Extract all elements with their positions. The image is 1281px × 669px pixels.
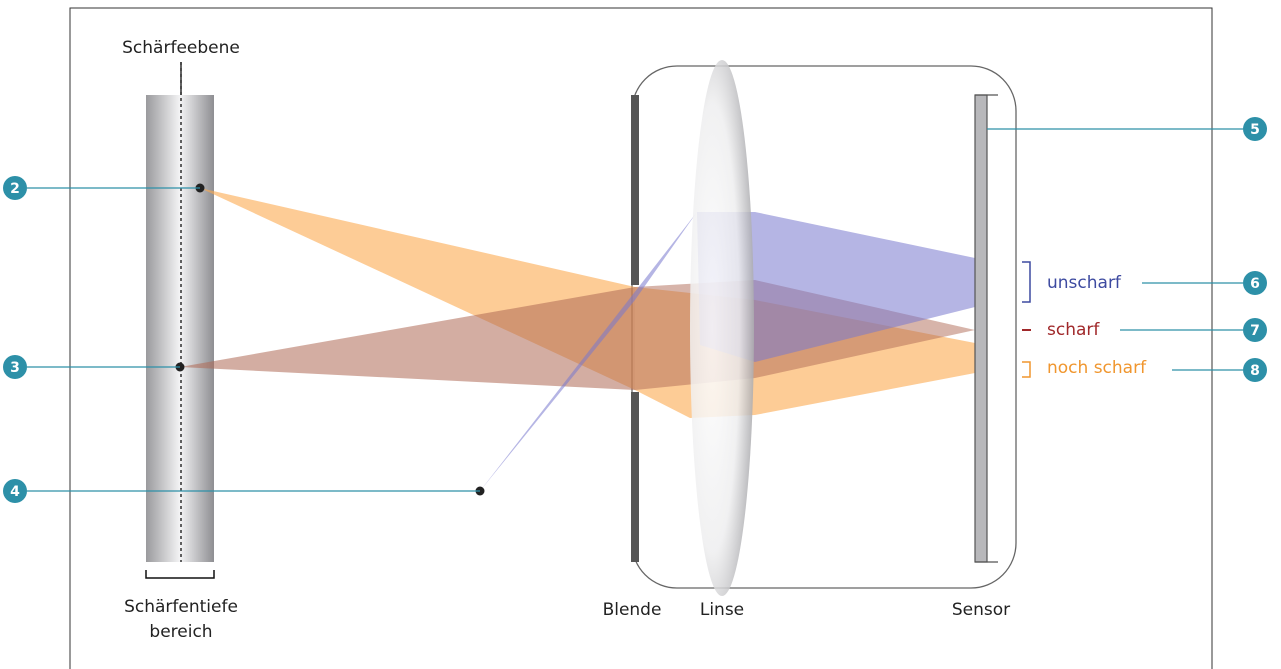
sensor (974, 94, 988, 563)
aperture (631, 95, 639, 285)
dof-bracket (145, 570, 215, 579)
depth-of-field (146, 95, 214, 562)
legend-text: scharf (1047, 320, 1100, 340)
callout-badge (3, 355, 27, 379)
callout-number: 4 (10, 484, 20, 500)
label: Schärfentiefe (124, 597, 238, 617)
callout-badge (3, 479, 27, 503)
label: Schärfeebene (122, 38, 240, 58)
label: Linse (700, 600, 744, 620)
callout-number: 8 (1250, 363, 1260, 379)
callout-badge (3, 176, 27, 200)
callout-badge (1243, 358, 1267, 382)
callout-number: 3 (10, 360, 20, 376)
callout-number: 7 (1250, 323, 1260, 339)
callout-badge (1243, 318, 1267, 342)
legend-text: unscharf (1047, 273, 1122, 293)
label: Sensor (952, 600, 1010, 620)
label: bereich (149, 622, 212, 642)
label: Blende (603, 600, 662, 620)
leader-lines (27, 128, 1243, 492)
callout-number: 2 (10, 181, 20, 197)
aperture (631, 392, 639, 562)
callout-number: 6 (1250, 276, 1260, 292)
callout-badge (1243, 271, 1267, 295)
legend-text: noch scharf (1047, 358, 1147, 378)
callout-number: 5 (1250, 122, 1260, 138)
rays (180, 188, 975, 491)
callout-badge (1243, 117, 1267, 141)
frame (69, 7, 1213, 669)
lens (690, 60, 754, 596)
